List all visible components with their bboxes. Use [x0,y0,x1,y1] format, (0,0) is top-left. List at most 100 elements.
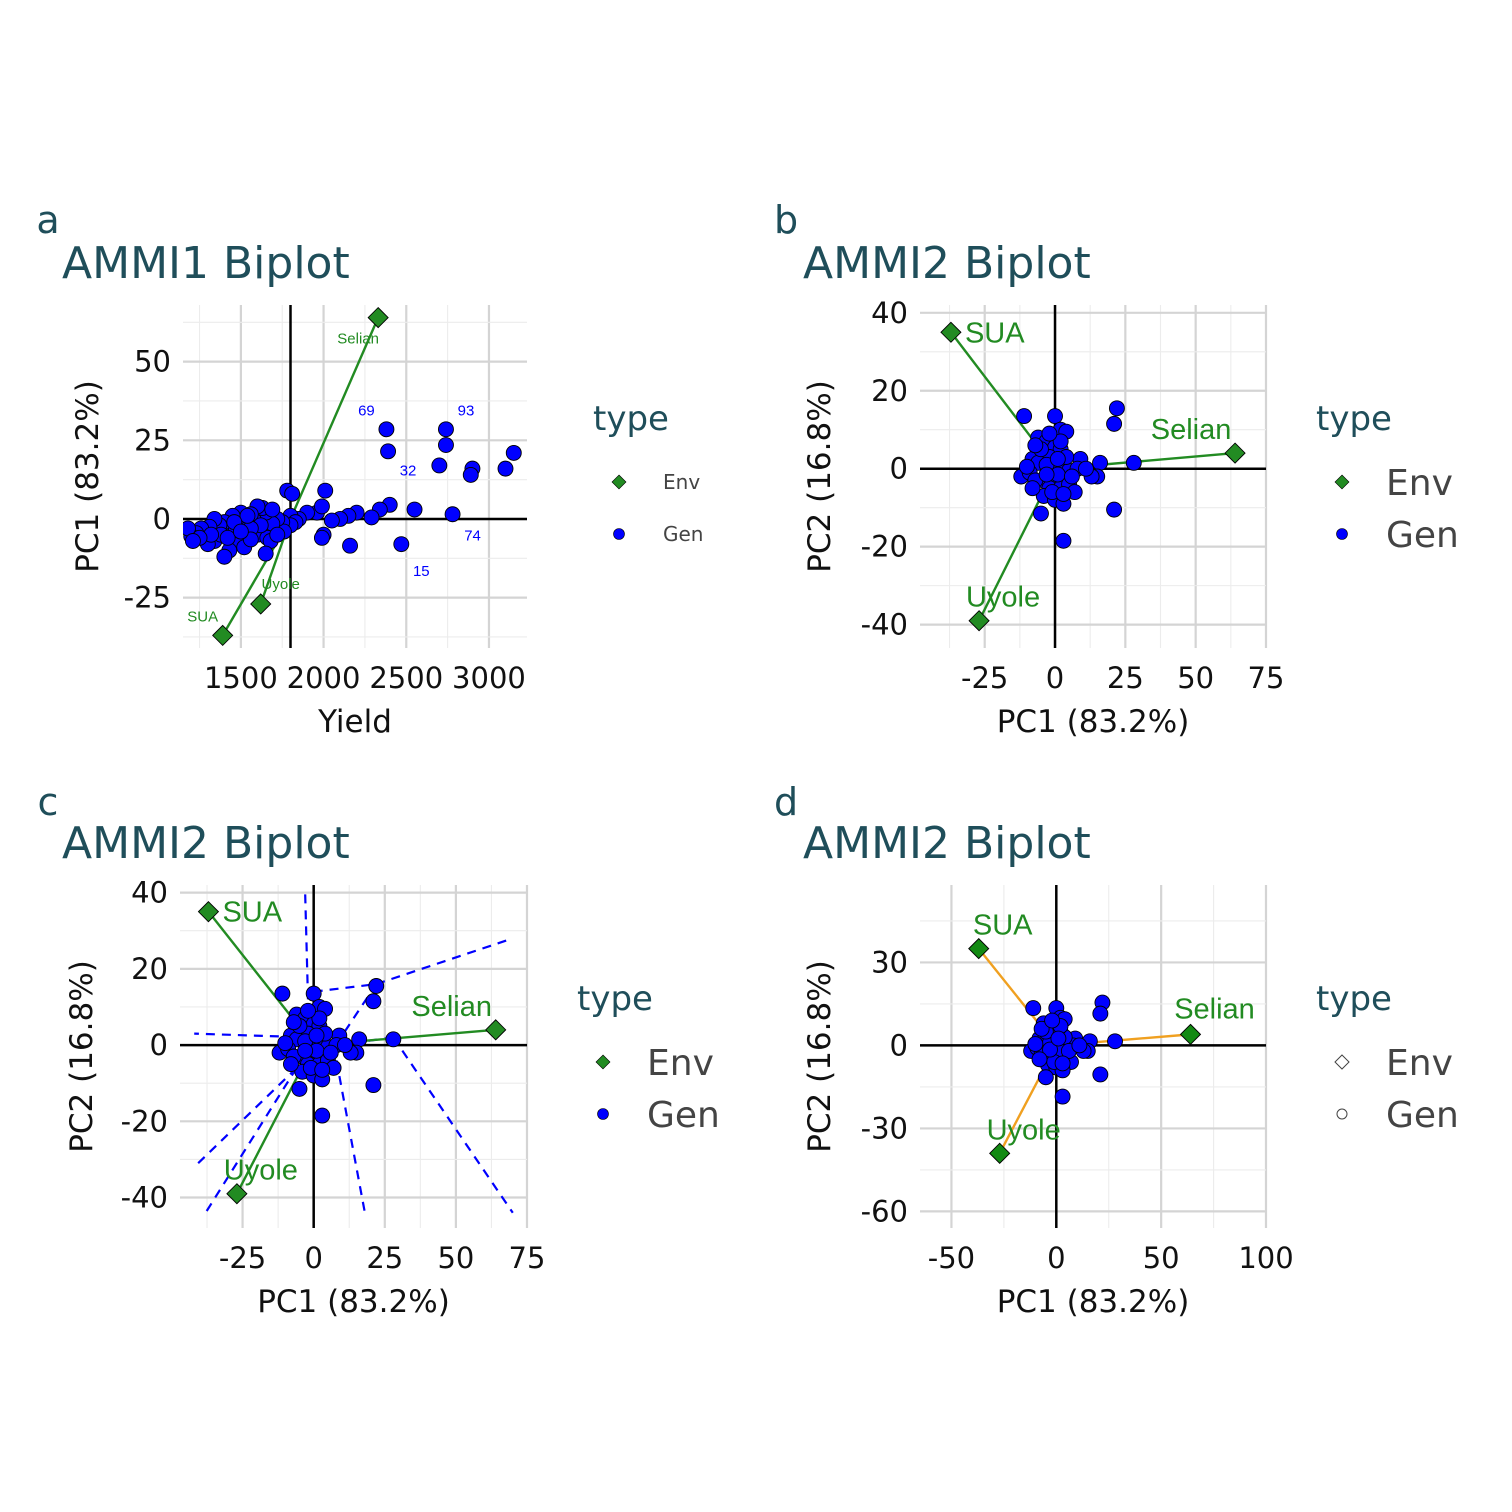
genotype-point [308,1027,325,1044]
y-tick-label: -25 [124,581,171,615]
genotype-label: 74 [464,527,481,544]
legend-env-key [611,474,627,490]
x-tick-label: 0 [1047,1241,1065,1275]
env-label-uyole: Uyole [966,582,1040,614]
legend-env-key [1334,1054,1350,1070]
panel-title: AMMI2 Biplot [803,238,1091,289]
legend: type Env Gen [1316,399,1459,556]
legend-env-key [595,1054,611,1070]
x-tick-label: -25 [219,1241,266,1275]
genotype-point [323,512,340,529]
legend: type Env Gen [593,399,703,546]
x-tick-label: 75 [1248,661,1285,695]
x-axis-label: PC1 (83.2%) [997,704,1190,740]
legend-gen-key [1336,528,1348,540]
plot-area [940,321,1246,632]
y-tick-label: -20 [861,530,908,564]
x-tick-label: 50 [1177,661,1214,695]
panel-title: AMMI1 Biplot [62,238,350,289]
legend-gen-label: Gen [663,522,703,546]
genotype-point [282,1056,299,1073]
genotype-point [313,498,330,515]
genotype-point [274,985,291,1002]
genotype-point [365,1077,382,1094]
y-tick-label: 0 [890,1028,908,1062]
genotype-points [1023,994,1123,1105]
genotype-point [1025,1000,1042,1017]
genotype-point [1044,1012,1061,1029]
genotype-point [1027,437,1044,454]
legend-env-key [1334,474,1350,490]
y-tick-label: 40 [131,876,168,910]
genotype-point [1071,1037,1088,1054]
legend-gen-key [613,528,625,540]
genotype-point [438,421,454,438]
y-tick-label: 40 [871,296,908,330]
plot-area [968,937,1202,1164]
genotype-point [1054,1088,1071,1105]
y-tick-label: 30 [871,945,908,979]
genotype-label: 15 [413,563,430,580]
genotype-point [297,1042,314,1059]
genotype-point [216,548,233,565]
legend-title: type [1316,399,1392,439]
legend: type Env Gen [1316,979,1459,1136]
genotype-point [1042,1041,1058,1058]
genotype-point [313,529,330,546]
panel-title: AMMI2 Biplot [803,818,1091,869]
y-tick-label: -30 [861,1111,908,1145]
genotype-point [1092,1005,1109,1022]
panel-tag: b [774,198,798,242]
panel-tag: d [774,780,798,824]
genotype-point [1047,408,1063,425]
genotype-point [1052,433,1069,450]
env-marker-sua [940,321,962,343]
panel-tag: a [36,198,59,242]
legend-env-label: Env [1386,463,1453,504]
genotype-point [1050,1030,1067,1047]
y-axis-label: PC2 (16.8%) [64,960,100,1153]
sector-dashed-line [304,892,310,1000]
env-label-uyole: Uyole [262,576,300,593]
y-tick-label: -40 [861,608,908,642]
genotype-point [239,507,256,524]
genotype-point [393,536,410,553]
x-tick-label: -50 [928,1241,975,1275]
plot-area [183,306,522,647]
sector-dashed-line [313,982,377,993]
genotype-point [1078,460,1094,477]
genotype-point [1063,468,1080,485]
y-axis-label: PC2 (16.8%) [802,380,838,573]
env-label-sua: SUA [965,317,1025,349]
genotype-point [269,526,286,543]
genotype-point [342,537,358,554]
genotype-point [291,1080,308,1097]
genotype-point [444,506,461,523]
env-marker-sua [197,901,220,923]
y-tick-label: 25 [134,423,171,457]
x-tick-label: 2000 [287,661,361,695]
genotype-point [380,443,397,460]
legend-env-label: Env [1386,1043,1453,1084]
env-marker-selian [1224,442,1246,464]
x-tick-label: 75 [509,1241,546,1275]
y-tick-label: 20 [131,952,168,986]
genotype-point [497,460,514,477]
y-tick-label: 0 [890,452,908,486]
genotype-point [264,501,281,518]
x-axis-label: PC1 (83.2%) [997,1284,1190,1320]
genotype-point [1027,1036,1044,1053]
x-tick-label: 50 [437,1241,474,1275]
plot-area [193,892,514,1214]
env-marker-uyole [226,1183,248,1205]
env-marker-uyole [989,1142,1011,1164]
genotype-point [232,523,249,540]
legend-title: type [593,399,669,439]
genotype-point [505,444,522,461]
genotype-point [317,482,334,499]
genotype-point [337,1037,353,1054]
x-tick-label: 1500 [204,661,278,695]
